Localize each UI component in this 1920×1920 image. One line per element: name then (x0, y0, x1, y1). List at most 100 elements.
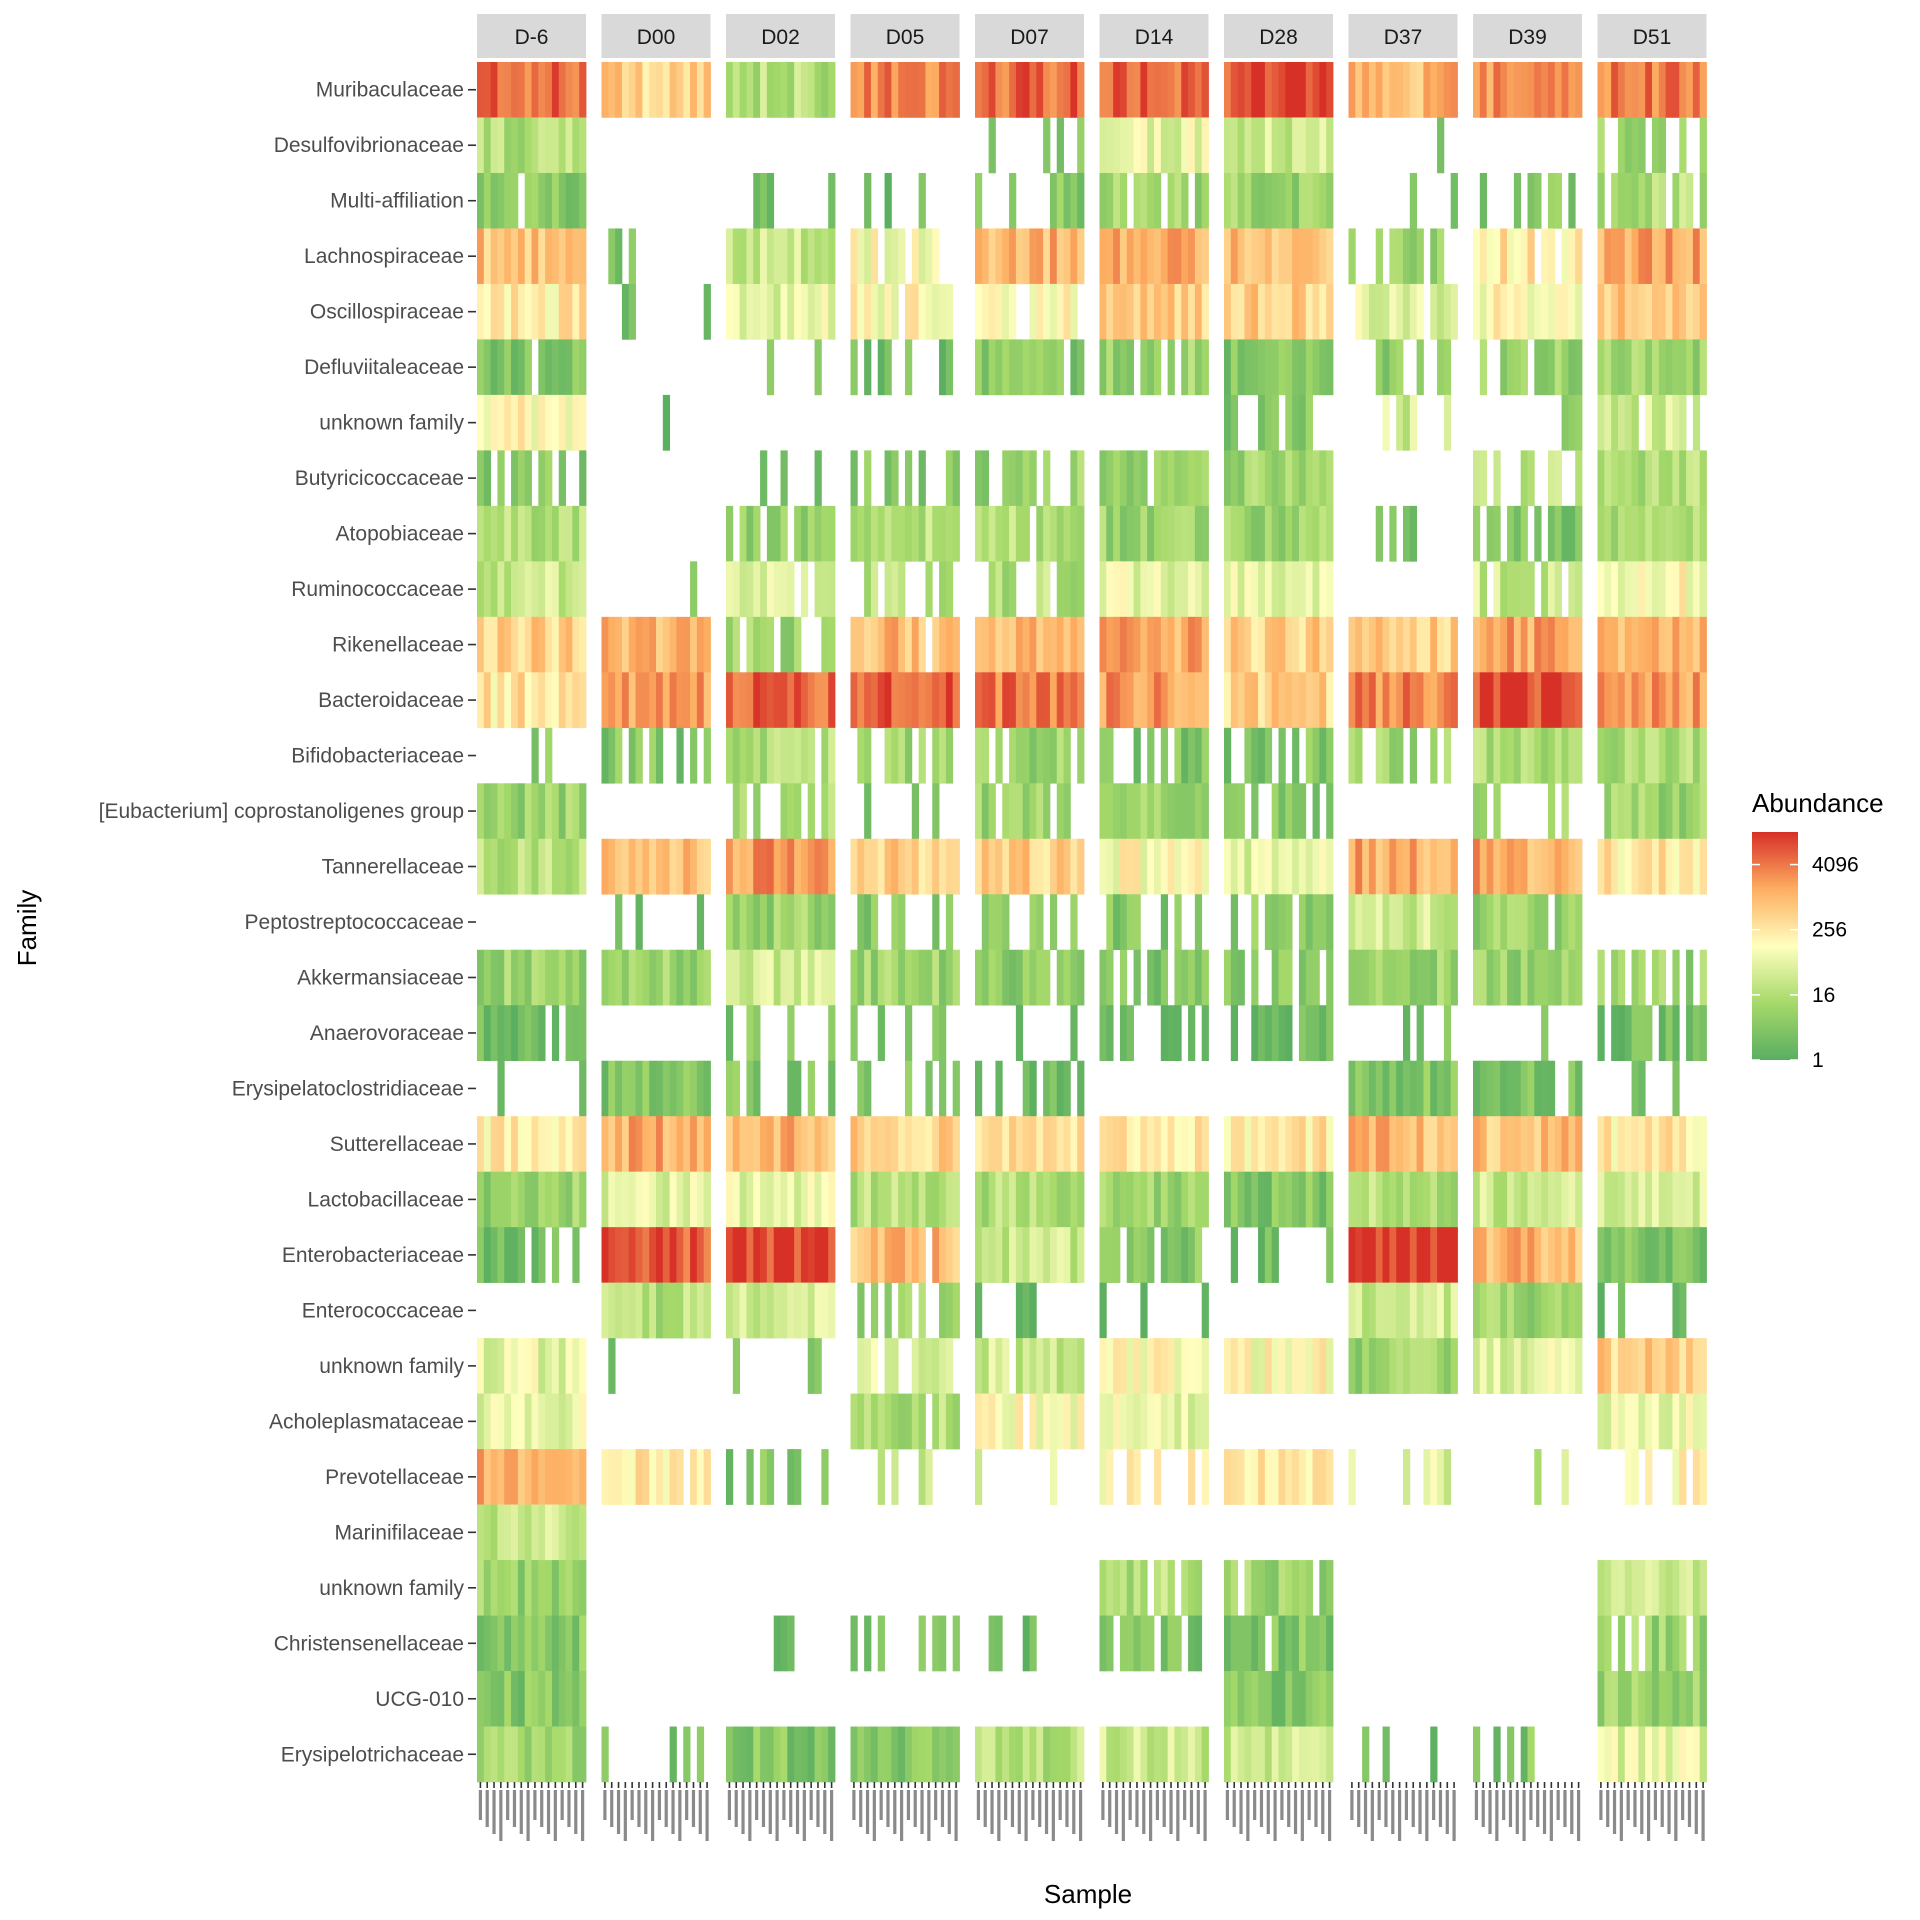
heatmap-cell (1049, 1227, 1058, 1283)
heatmap-cell (1575, 949, 1583, 1006)
heatmap-cell (511, 450, 519, 507)
heatmap-cell (1652, 1338, 1660, 1394)
heatmap-cell (1486, 1116, 1494, 1172)
heatmap-cell (1686, 1726, 1694, 1783)
heatmap-cell (1230, 949, 1239, 1006)
heatmap-cell (1099, 339, 1107, 396)
heatmap-cell (988, 1393, 996, 1450)
heatmap-cell (911, 616, 920, 673)
heatmap-cell (732, 949, 741, 1006)
heatmap-cell (1568, 616, 1576, 673)
heatmap-cell (615, 1449, 623, 1505)
sample-tick-label (526, 1790, 530, 1841)
heatmap-cell (1292, 228, 1300, 285)
heatmap-cell (1188, 1615, 1196, 1672)
heatmap-cell (1167, 117, 1175, 174)
heatmap-cell (1513, 894, 1522, 951)
heatmap-cell (1520, 1060, 1528, 1117)
heatmap-cell (1070, 1726, 1078, 1783)
heatmap-cell (891, 228, 899, 285)
heatmap-cell (1188, 228, 1196, 285)
heatmap-cell (615, 228, 623, 285)
heatmap-cell (1043, 505, 1051, 562)
heatmap-cell (821, 1116, 829, 1172)
heatmap-cell (558, 838, 566, 895)
heatmap-cell (1554, 727, 1562, 784)
heatmap-cell (726, 949, 734, 1006)
heatmap-cell (517, 1227, 526, 1283)
heatmap-cell (1665, 1726, 1673, 1783)
heatmap-cell (932, 1338, 940, 1394)
heatmap-cell (621, 1171, 630, 1228)
heatmap-cell (649, 838, 657, 895)
heatmap-cell (1237, 1449, 1245, 1505)
heatmap-cell (1396, 727, 1404, 784)
sample-tick-label (485, 1790, 489, 1827)
facet-label: D02 (761, 26, 800, 49)
heatmap-cell (1009, 62, 1017, 118)
heatmap-cell (572, 505, 580, 562)
heatmap-cell (538, 1338, 546, 1394)
heatmap-cell (1147, 117, 1155, 174)
heatmap-cell (1686, 283, 1694, 340)
heatmap-cell (703, 1171, 711, 1228)
heatmap-cell (800, 1227, 809, 1283)
heatmap-cell (1672, 62, 1680, 118)
heatmap-cell (1174, 616, 1182, 673)
heatmap-cell (517, 783, 526, 840)
heatmap-cell (1009, 339, 1017, 396)
heatmap-cell (1638, 505, 1646, 562)
heatmap-cell (1188, 339, 1196, 396)
heatmap-cell (1298, 1726, 1307, 1783)
sample-tick-label (1425, 1790, 1429, 1841)
heatmap-cell (1692, 62, 1701, 118)
heatmap-cell (483, 117, 492, 174)
sample-tick-label (506, 1790, 510, 1820)
heatmap-cell (490, 172, 498, 229)
heatmap-cell (558, 1671, 566, 1727)
heatmap-cell (732, 894, 741, 951)
heatmap-cell (1140, 1171, 1148, 1228)
heatmap-cell (1312, 505, 1320, 562)
heatmap-cell (1692, 616, 1701, 673)
heatmap-cell (1077, 1726, 1085, 1783)
heatmap-cell (1396, 1338, 1404, 1394)
heatmap-cell (1271, 1726, 1279, 1783)
heatmap-cell (1679, 1671, 1687, 1727)
heatmap-cell (1106, 672, 1114, 729)
heatmap-cell (939, 339, 947, 396)
heatmap-cell (891, 283, 899, 340)
heatmap-cell (1133, 450, 1141, 507)
heatmap-cell (1568, 505, 1576, 562)
heatmap-cell (1244, 1116, 1252, 1172)
heatmap-cell (1022, 228, 1030, 285)
heatmap-cell (1230, 1671, 1239, 1727)
heatmap-cell (511, 1726, 519, 1783)
heatmap-cell (683, 949, 691, 1006)
heatmap-cell (995, 616, 1003, 673)
heatmap-cell (565, 1005, 573, 1062)
heatmap-cell (945, 62, 954, 118)
heatmap-cell (511, 1005, 519, 1062)
heatmap-cell (1692, 1338, 1701, 1394)
sample-tick-label (1044, 1790, 1049, 1834)
heatmap-cell (483, 283, 492, 340)
heatmap-cell (1043, 1726, 1051, 1783)
heatmap-cell (1534, 1060, 1542, 1117)
heatmap-cell (1312, 838, 1320, 895)
heatmap-cell (945, 283, 954, 340)
heatmap-cell (1237, 1338, 1245, 1394)
heatmap-cell (1002, 1227, 1010, 1283)
heatmap-cell (918, 1615, 926, 1672)
heatmap-cell (538, 172, 546, 229)
facet-strip (975, 14, 1084, 58)
heatmap-cell (884, 62, 892, 118)
heatmap-cell (490, 62, 498, 118)
sample-tick-label (1051, 1790, 1055, 1841)
heatmap-cell (746, 62, 754, 118)
heatmap-cell (601, 1171, 609, 1228)
sample-tick-label (782, 1790, 786, 1820)
heatmap-cell (1326, 450, 1334, 507)
heatmap-cell (1271, 1171, 1279, 1228)
heatmap-cell (746, 727, 754, 784)
